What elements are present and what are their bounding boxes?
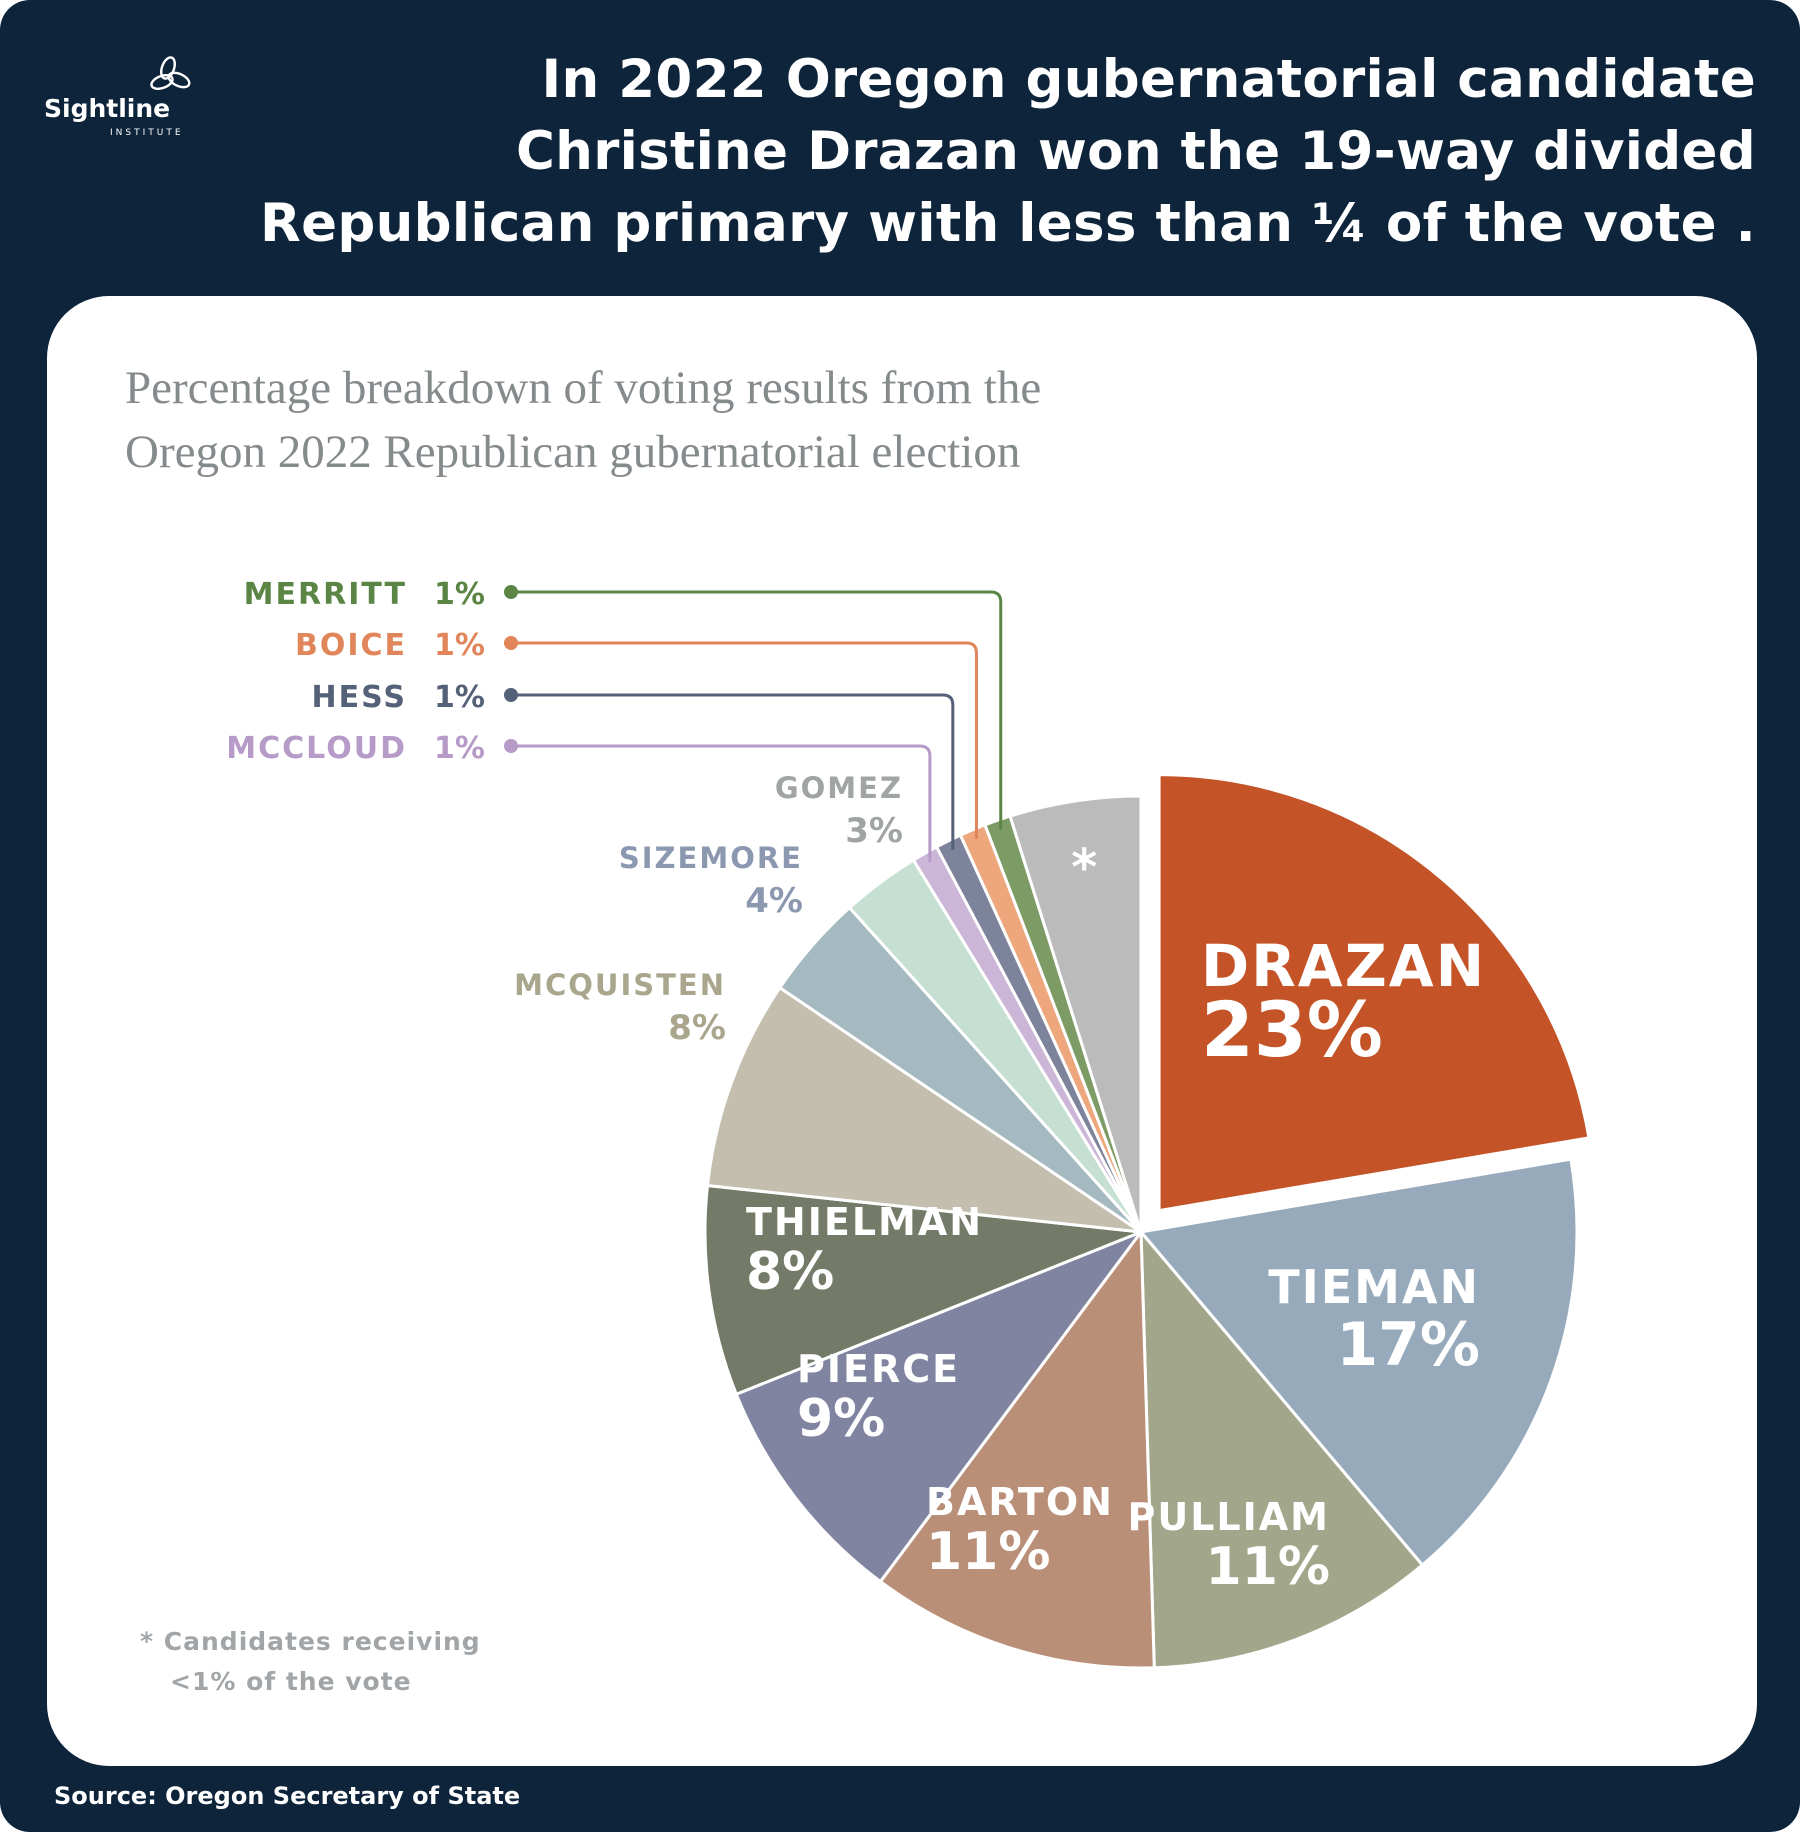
leader-mccloud	[511, 744, 932, 862]
label-mccloud: MCCLOUD	[226, 731, 407, 766]
label-tieman: TIEMAN	[1268, 1260, 1480, 1314]
headline-line-3: Republican primary with less than ¼ of t…	[260, 193, 1756, 254]
label-drazan: DRAZAN	[1201, 932, 1486, 1000]
leader-dot-mccloud	[504, 739, 518, 753]
source-note: Source: Oregon Secretary of State	[54, 1782, 521, 1810]
pct-pulliam: 11%	[1206, 1537, 1330, 1597]
label-barton: BARTON	[926, 1480, 1114, 1524]
leader-dot-hess	[504, 688, 518, 702]
slice-thielman	[703, 1183, 1142, 1397]
label-pulliam: PULLIAM	[1128, 1495, 1331, 1539]
leader-dot-merritt	[504, 585, 518, 599]
pct-mcquisten: 8%	[668, 1008, 726, 1048]
label-merritt: MERRITT	[244, 577, 407, 612]
logo-knot-icon	[150, 56, 191, 90]
logo-name: Sightline	[44, 94, 171, 123]
slice-pierce	[734, 1228, 1146, 1584]
pct-merritt: 1%	[434, 577, 485, 612]
logo-subtitle: INSTITUTE	[110, 128, 184, 138]
slice-drazan	[1157, 773, 1591, 1213]
pct-hess: 1%	[434, 680, 485, 715]
sightline-logo: Sightline INSTITUTE	[44, 52, 224, 142]
leader-merritt	[511, 590, 1003, 830]
pct-mccloud: 1%	[434, 731, 485, 766]
label-boice: BOICE	[295, 628, 407, 663]
slice-others	[1008, 794, 1143, 1233]
footnote-line-2: <1% of the vote	[170, 1667, 412, 1696]
label-gomez: GOMEZ	[775, 771, 903, 805]
pct-tieman: 17%	[1336, 1310, 1480, 1380]
pct-gomez: 3%	[845, 811, 903, 851]
slice-tieman	[1138, 1157, 1579, 1568]
pct-boice: 1%	[434, 628, 485, 663]
label-mcquisten: MCQUISTEN	[514, 968, 726, 1002]
headline-line-1: In 2022 Oregon gubernatorial candidate	[541, 49, 1756, 110]
headline-line-2: Christine Drazan won the 19-way divided	[515, 121, 1756, 182]
leader-boice	[511, 641, 978, 840]
pct-drazan: 23%	[1201, 985, 1383, 1074]
pct-thielman: 8%	[746, 1242, 834, 1302]
footnote-line-1: * Candidates receiving	[140, 1627, 481, 1656]
slice-barton	[878, 1227, 1156, 1670]
label-sizemore: SIZEMORE	[619, 841, 803, 875]
footnote: * Candidates receiving <1% of the vote	[140, 1622, 481, 1702]
label-hess: HESS	[312, 680, 407, 715]
subtitle-line-1: Percentage breakdown of voting results f…	[125, 362, 1042, 414]
chart-subtitle: Percentage breakdown of voting results f…	[125, 356, 1325, 484]
pct-barton: 11%	[926, 1522, 1050, 1582]
subtitle-line-2: Oregon 2022 Republican gubernatorial ele…	[125, 426, 1021, 478]
label-thielman: THIELMAN	[746, 1200, 983, 1244]
label-others: *	[1071, 838, 1097, 896]
leader-hess	[511, 693, 955, 850]
headline: In 2022 Oregon gubernatorial candidate C…	[196, 44, 1756, 260]
pct-pierce: 9%	[797, 1389, 885, 1449]
slice-pulliam	[1139, 1227, 1425, 1670]
pct-sizemore: 4%	[745, 881, 803, 921]
leader-dot-boice	[504, 636, 518, 650]
slice-mcquisten	[705, 985, 1142, 1234]
label-pierce: PIERCE	[797, 1347, 960, 1391]
